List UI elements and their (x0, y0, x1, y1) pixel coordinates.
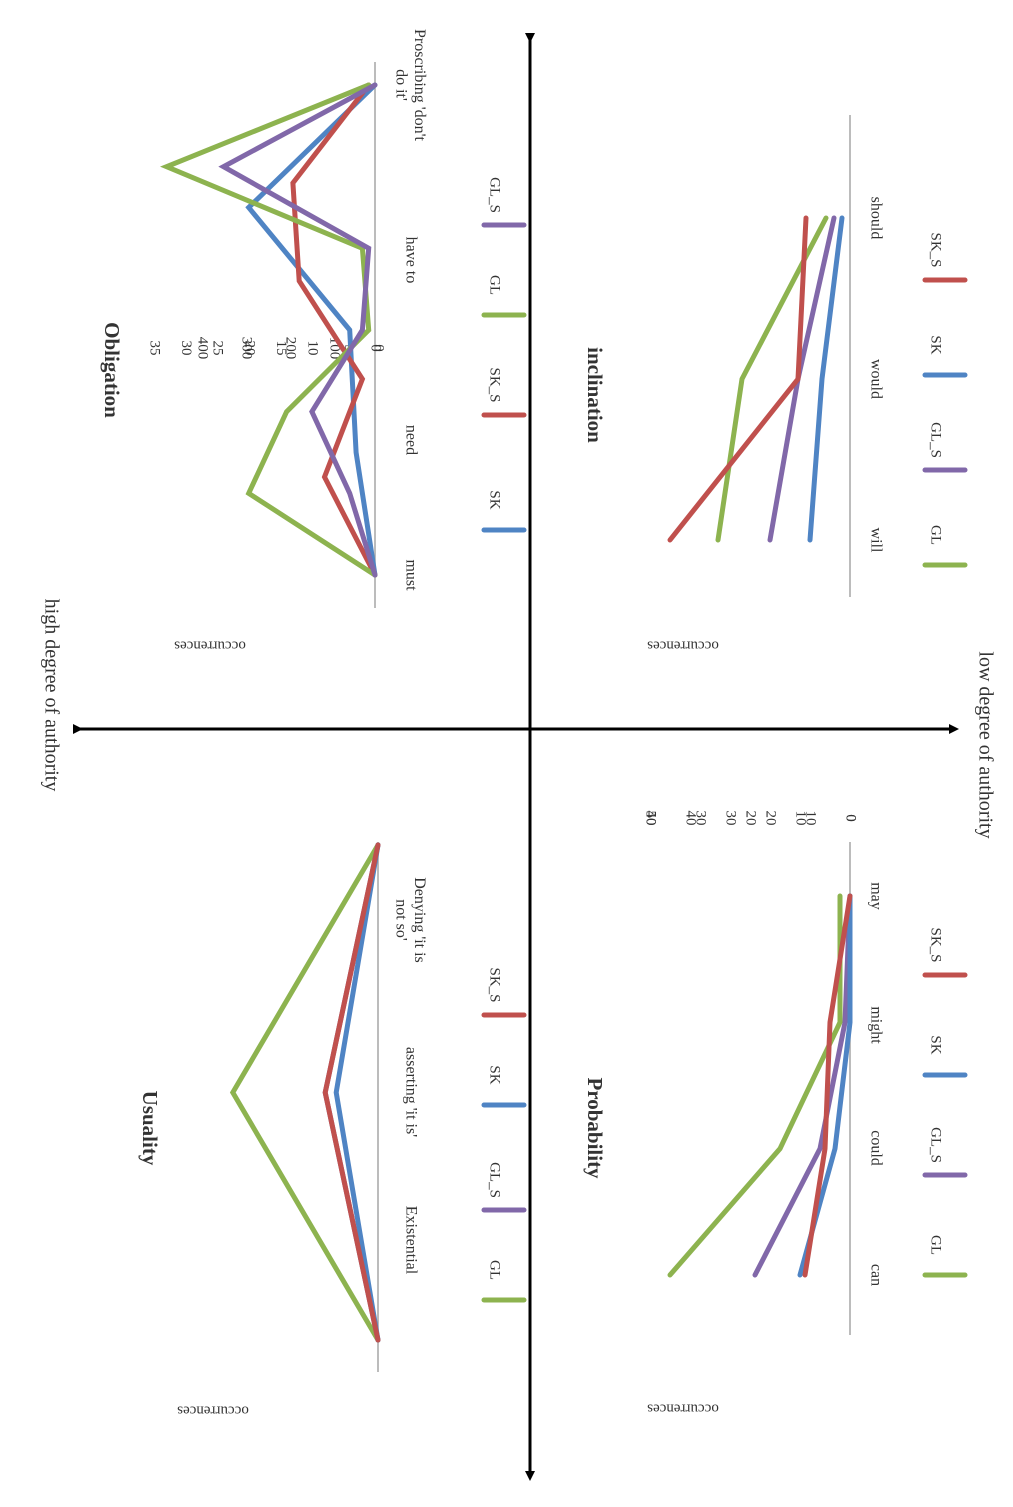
legend-item: SK_S (481, 367, 527, 418)
chart-title: Usuality (138, 1091, 162, 1166)
y-tick-label: 300 (239, 337, 255, 360)
series-line-sk (333, 842, 381, 1343)
legend-item: GL (481, 275, 527, 318)
series-line-sk-s (322, 842, 381, 1343)
y-tick-label: 30 (723, 811, 739, 826)
chart-title: Obligation (100, 322, 124, 418)
legend-item: SK_S (922, 232, 968, 283)
legend-label: SK (928, 1035, 944, 1054)
y-tick-label: 10 (803, 811, 819, 826)
x-category-label: asserting 'it is' (402, 1047, 419, 1137)
series-line-gl-s (218, 82, 378, 578)
y-axis-label: occurrences (647, 638, 719, 654)
y-axis-label: occurrences (174, 638, 246, 654)
legend-label: SK_S (487, 967, 503, 1002)
x-category-label: Existential (402, 1206, 419, 1275)
y-tick-label: 35 (147, 341, 163, 356)
legend-item: GL (922, 1235, 968, 1278)
legend-label: GL_S (928, 422, 944, 458)
y-axis-label: occurrences (647, 1401, 719, 1417)
y-tick-label: 10 (793, 811, 809, 826)
legend-label: GL_S (928, 1127, 944, 1163)
x-category-label: need (402, 425, 419, 455)
series-line-gl-s (752, 893, 853, 1278)
y-tick-label: 15 (273, 341, 289, 356)
series-line-sk (807, 215, 845, 543)
y-tick-label: 20 (241, 341, 257, 356)
series-line-sk-s (802, 893, 853, 1278)
y-tick-label: 40 (683, 811, 699, 826)
legend-item: SK (922, 335, 968, 378)
legend-item: SK (481, 1065, 527, 1108)
low-authority-label: low degree of authority (974, 651, 996, 838)
legend-label: GL (487, 275, 503, 295)
chart-title: Probability (583, 1077, 607, 1179)
chart-inclination: inclinationoccurrences01020304050willwou… (583, 115, 968, 826)
y-tick-label: 40 (643, 811, 659, 826)
charts: Usualityoccurrences0100200300400Existent… (100, 29, 968, 1419)
x-category-label: will (867, 528, 884, 553)
y-tick-label: 0 (371, 344, 387, 352)
y-tick-label: 0 (368, 344, 384, 352)
chart-title: inclination (583, 347, 607, 443)
legend-label: GL (928, 525, 944, 545)
legend-label: GL_S (487, 1162, 503, 1198)
x-category-label: could (867, 1130, 884, 1166)
x-category-label: may (867, 882, 884, 910)
chart-obligation: Obligationoccurrences05101520253035mustn… (100, 29, 527, 654)
x-category-label: Proscribing 'don'tdo it' (393, 29, 428, 142)
x-category-label: Denying 'it isnot so' (393, 877, 428, 963)
legend-item: GL (922, 525, 968, 568)
legend-item: SK (922, 1035, 968, 1078)
legend-item: GL (481, 1260, 527, 1303)
y-tick-label: 400 (195, 337, 211, 360)
y-tick-label: 0 (843, 814, 859, 822)
x-category-label: might (867, 1006, 884, 1044)
legend-label: GL (928, 1235, 944, 1255)
y-tick-label: 200 (283, 337, 299, 360)
x-category-label: would (867, 359, 884, 399)
x-category-label: should (867, 197, 884, 240)
series-line-gl (160, 82, 378, 578)
y-tick-label: 30 (693, 811, 709, 826)
legend-item: GL_S (481, 1162, 527, 1213)
series-line-gl (229, 842, 381, 1343)
y-tick-label: 10 (304, 341, 320, 356)
chart-usuality: Usualityoccurrences0100200300400Existent… (138, 337, 527, 1419)
series-line-sk-s (667, 215, 809, 543)
x-category-label: must (402, 559, 419, 591)
legend-item: GL_S (922, 422, 968, 473)
y-tick-label: 20 (743, 811, 759, 826)
legend-item: SK_S (481, 967, 527, 1018)
legend-item: SK (481, 490, 527, 533)
y-tick-label: 20 (763, 811, 779, 826)
legend-label: GL (487, 1260, 503, 1280)
y-tick-label: 30 (178, 341, 194, 356)
legend-label: SK_S (928, 232, 944, 267)
legend-label: SK_S (928, 927, 944, 962)
legend-label: SK (928, 335, 944, 354)
authority-axes: high degree of authority low degree of au… (40, 33, 996, 1481)
x-category-label: have to (402, 237, 419, 284)
legend-label: SK (487, 1065, 503, 1084)
legend-label: SK (487, 490, 503, 509)
legend-item: GL_S (481, 177, 527, 228)
legend-item: GL_S (922, 1127, 968, 1178)
legend-label: SK_S (487, 367, 503, 402)
y-tick-label: 0 (843, 814, 859, 822)
series-line-sk (245, 82, 378, 578)
x-category-label: can (867, 1264, 884, 1286)
y-tick-label: 50 (643, 811, 659, 826)
high-authority-label: high degree of authority (40, 599, 62, 792)
legend-item: SK_S (922, 927, 968, 978)
legend-label: GL_S (487, 177, 503, 213)
y-axis-label: occurrences (177, 1403, 249, 1419)
series-line-gl (715, 215, 829, 543)
series-line-sk-s (290, 82, 378, 578)
chart-probability: Probabilityoccurrences010203040cancouldm… (583, 811, 968, 1417)
y-tick-label: 25 (210, 341, 226, 356)
